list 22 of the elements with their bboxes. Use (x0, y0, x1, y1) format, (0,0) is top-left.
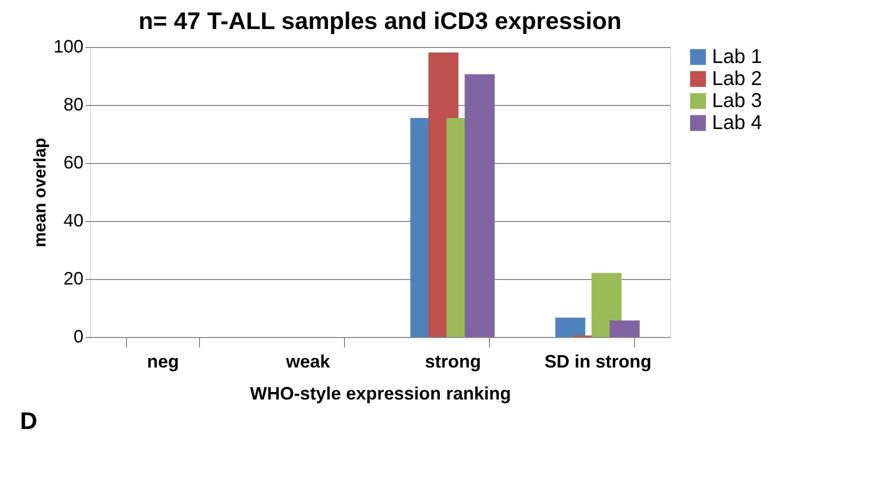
legend-label: Lab 2 (712, 68, 762, 90)
y-tick-label: 60 (63, 152, 84, 172)
legend-label: Lab 4 (712, 112, 762, 134)
legend-label: Lab 3 (712, 90, 762, 112)
y-tick-label: 100 (53, 36, 84, 56)
text: D (20, 408, 38, 435)
x-tick-label: strong (425, 352, 481, 372)
x-tick-label: neg (146, 352, 180, 372)
y-axis-title: mean overlap (30, 138, 50, 248)
y-tick-label: 0 (73, 326, 84, 346)
bar (592, 272, 622, 337)
legend-label: Lab 1 (712, 46, 762, 68)
y-tick-label: 20 (63, 268, 84, 288)
bar (555, 318, 586, 337)
bar (464, 74, 495, 337)
y-tick-label: 40 (63, 210, 84, 230)
x-axis-title: WHO-style expression ranking (250, 384, 512, 404)
x-tick-label: weak (284, 352, 331, 372)
bar (610, 320, 640, 337)
x-tick-label: SD in strong (544, 352, 652, 372)
chart-title: n= 47 T-ALL samples and iCD3 expression (138, 8, 622, 35)
y-tick-label: 80 (63, 94, 84, 114)
